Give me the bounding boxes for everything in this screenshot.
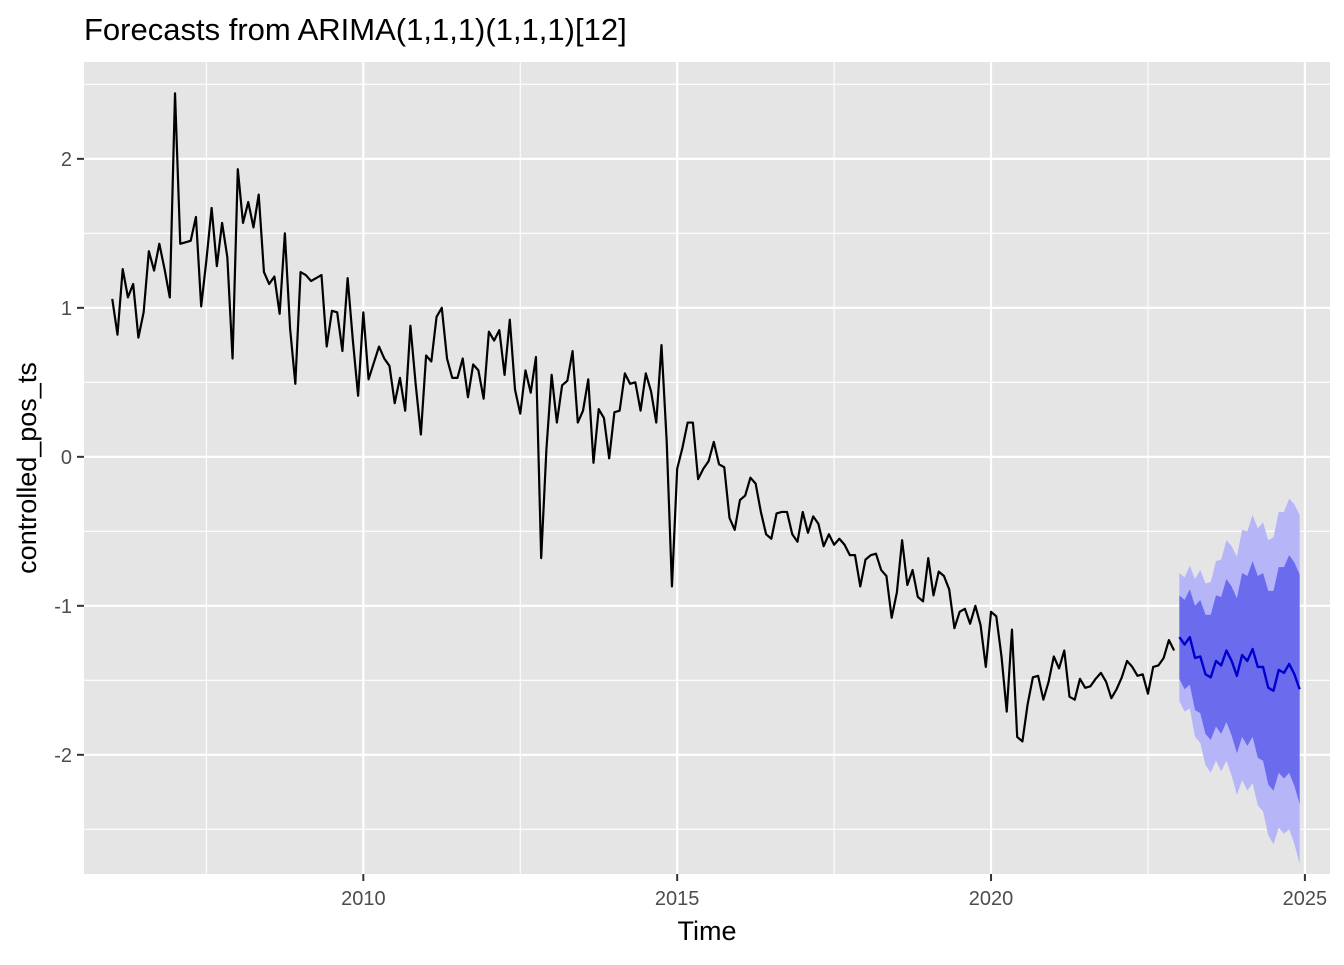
y-axis: -2 -1 0 1 2 <box>54 149 84 767</box>
x-tick-label: 2025 <box>1283 888 1328 910</box>
x-axis: 2010 2015 2020 2025 <box>341 874 1327 910</box>
x-axis-title: Time <box>678 916 737 946</box>
y-tick-label: 0 <box>61 447 72 469</box>
history-line <box>111 92 1176 743</box>
y-tick-label: -2 <box>54 745 72 767</box>
chart-title: Forecasts from ARIMA(1,1,1)(1,1,1)[12] <box>84 12 627 47</box>
grid-minor <box>84 62 1330 874</box>
grid-major <box>84 62 1330 874</box>
history-series <box>111 92 1176 743</box>
band-80-area <box>1179 555 1300 804</box>
y-axis-title: controlled_pos_ts <box>12 362 42 574</box>
x-tick-label: 2015 <box>655 888 700 910</box>
x-tick-label: 2020 <box>969 888 1014 910</box>
x-tick-label: 2010 <box>341 888 386 910</box>
forecast-mean-line <box>1178 635 1301 692</box>
y-tick-label: 2 <box>61 149 72 171</box>
forecast-series <box>1178 635 1301 692</box>
prediction-band-80 <box>1179 555 1300 804</box>
y-tick-label: -1 <box>54 596 72 618</box>
y-tick-label: 1 <box>61 298 72 320</box>
panel-background <box>84 62 1330 874</box>
